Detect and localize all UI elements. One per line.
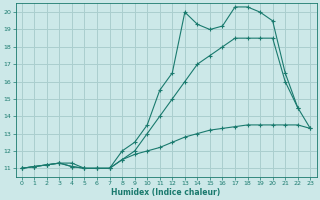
X-axis label: Humidex (Indice chaleur): Humidex (Indice chaleur) <box>111 188 221 197</box>
